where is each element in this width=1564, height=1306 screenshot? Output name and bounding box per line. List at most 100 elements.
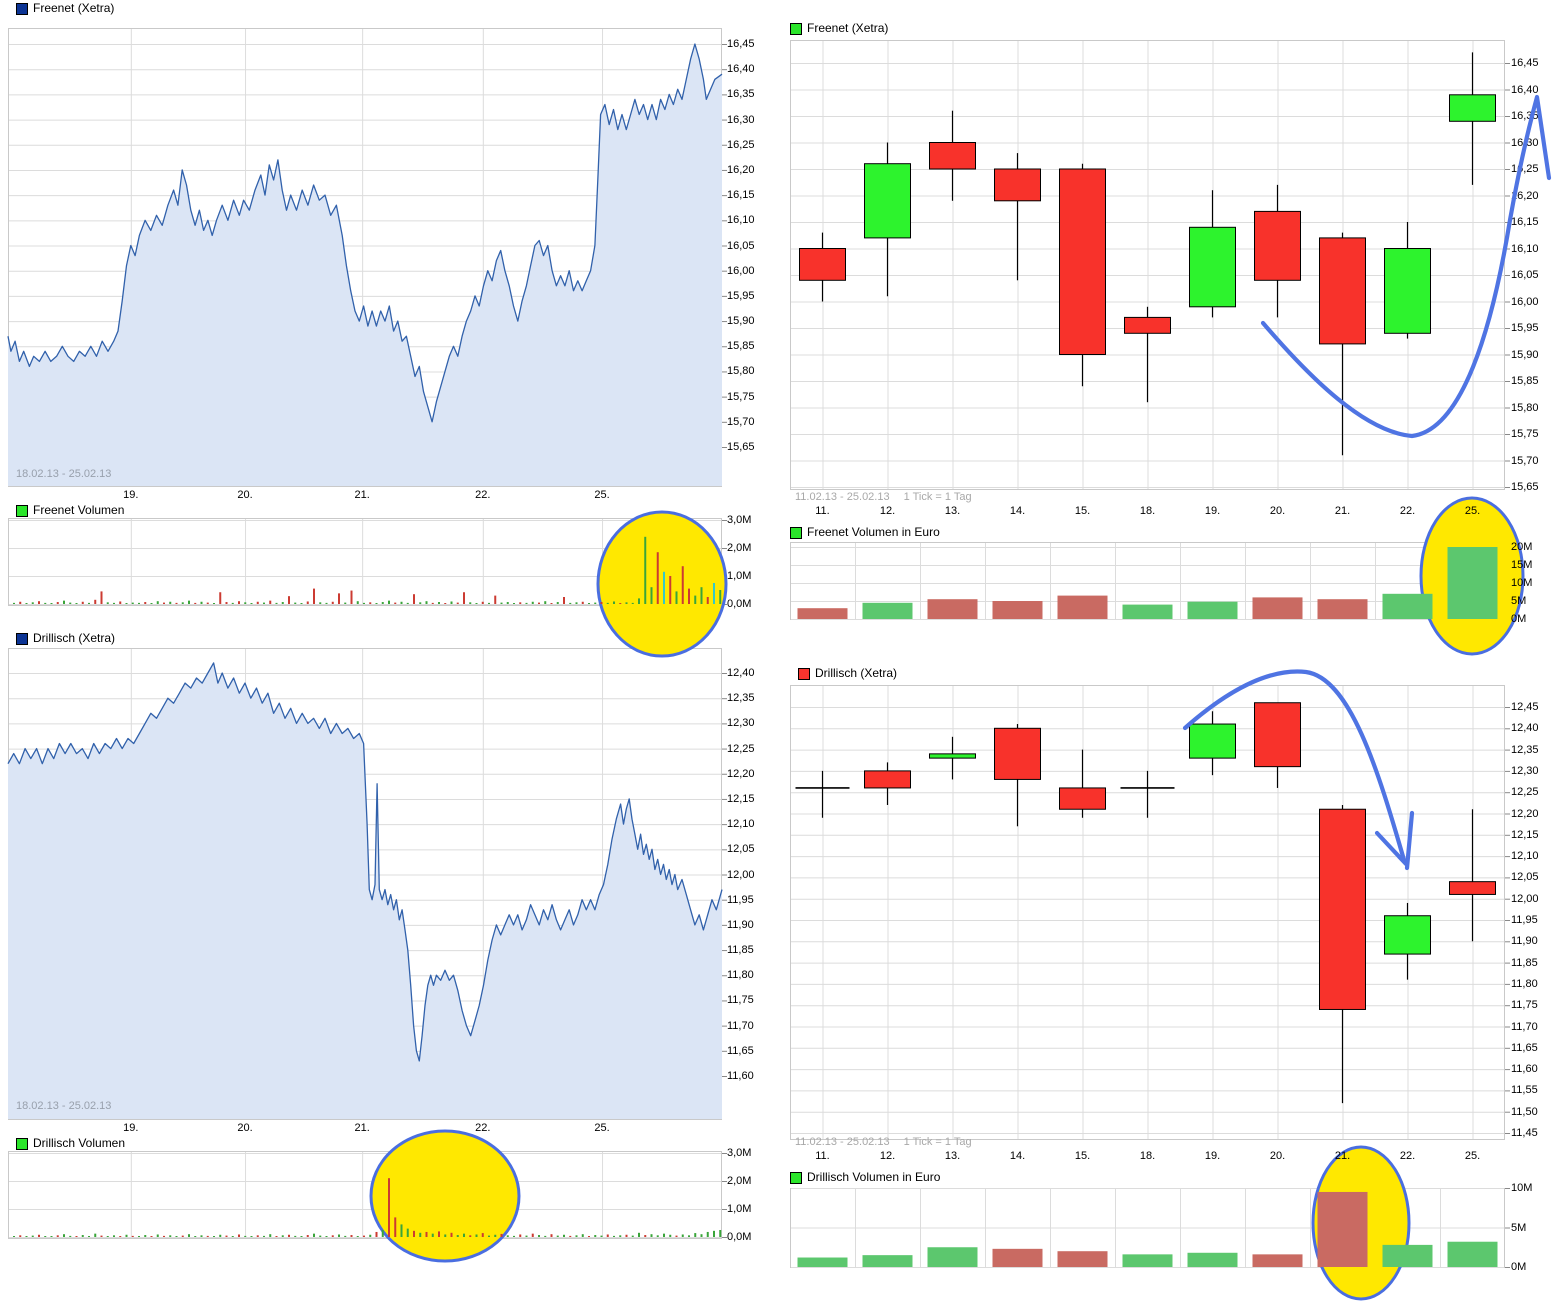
x-tick-label: 25. — [1464, 505, 1481, 517]
y-tick-label: 11,50 — [1511, 1105, 1538, 1118]
x-tick-label: 11. — [815, 505, 830, 517]
x-tick-label: 21. — [354, 489, 370, 501]
legend-label: Freenet Volumen in Euro — [807, 525, 940, 539]
x-tick-label: 14. — [1009, 505, 1026, 517]
drillisch-volume-euro-grid — [790, 1188, 1510, 1268]
x-tick-label: 19. — [1204, 505, 1221, 517]
y-tick-label: 1,0M — [727, 1203, 752, 1215]
legend-swatch — [16, 504, 28, 517]
x-tick-label: 22. — [1399, 1150, 1416, 1162]
y-tick-label: 15,70 — [727, 415, 755, 428]
drillisch-volume-euro-legend: Drillisch Volumen in Euro — [790, 1171, 940, 1184]
y-tick-label: 11,70 — [1511, 1020, 1538, 1033]
x-tick-label: 25. — [1464, 1150, 1481, 1162]
legend-label: Drillisch (Xetra) — [815, 666, 898, 680]
date-range-text: 11.02.13 - 25.02.13 — [795, 491, 890, 503]
drillisch-candle-date-range: 11.02.13 - 25.02.13 1 Tick = 1 Tag — [795, 1136, 972, 1148]
legend-label: Freenet (Xetra) — [807, 21, 889, 35]
x-tick-label: 11. — [815, 1150, 830, 1162]
y-tick-label: 11,45 — [1511, 1127, 1538, 1139]
y-tick-label: 16,25 — [727, 138, 755, 151]
freenet-candle-x-axis: 11. 12. 13. 14. 15. 18. 19. 20. 21. 22. 25. — [790, 505, 1505, 518]
y-tick-label: 12,40 — [1511, 722, 1539, 735]
y-tick-label: 12,25 — [727, 742, 755, 755]
y-tick-label: 12,25 — [1511, 786, 1539, 799]
y-tick-label: 11,95 — [1511, 914, 1538, 926]
y-tick-label: 15,70 — [1511, 454, 1539, 467]
drillisch-volume-euro-y-axis: 10M 5M 0M — [1511, 0, 1564, 1306]
freenet-line-grid — [8, 28, 727, 487]
freenet-volume-euro-bars — [797, 547, 1498, 619]
y-tick-label: 10M — [1511, 1182, 1533, 1194]
y-tick-label: 16,45 — [1511, 57, 1539, 69]
y-tick-label: 15,90 — [727, 315, 755, 328]
y-tick-label: 11,80 — [727, 969, 754, 982]
freenet-volume-grid — [8, 518, 727, 606]
y-tick-label: 11,95 — [727, 893, 754, 906]
y-tick-label: 12,15 — [727, 792, 755, 805]
tick-interval-text: 1 Tick = 1 Tag — [903, 491, 972, 503]
freenet-volume-euro-legend: Freenet Volumen in Euro — [790, 526, 940, 539]
y-tick-label: 12,35 — [1511, 743, 1539, 756]
drillisch-line-y-axis: 12,40 12,35 12,30 12,25 12,20 12,15 12,10 12,05… — [727, 0, 787, 1306]
legend-label: Drillisch Volumen in Euro — [807, 1170, 941, 1184]
x-tick-label: 18. — [1139, 1150, 1156, 1162]
legend-swatch — [790, 22, 802, 35]
y-tick-label: 16,00 — [727, 264, 755, 277]
y-tick-label: 2,0M — [727, 542, 752, 554]
y-tick-label: 12,00 — [727, 868, 755, 881]
y-tick-label: 16,30 — [727, 113, 755, 126]
x-tick-label: 22. — [475, 489, 491, 501]
x-tick-label: 20. — [1269, 1150, 1286, 1162]
y-tick-label: 11,70 — [727, 1019, 754, 1032]
y-tick-label: 16,40 — [727, 63, 755, 76]
legend-swatch — [798, 667, 810, 680]
x-tick-label: 13. — [944, 1150, 961, 1162]
y-tick-label: 3,0M — [727, 514, 752, 526]
legend-label: Drillisch Volumen — [33, 1136, 126, 1150]
legend-label: Freenet (Xetra) — [33, 1, 115, 15]
y-tick-label: 12,05 — [727, 843, 755, 856]
y-tick-label: 12,20 — [1511, 807, 1539, 820]
x-tick-label: 20. — [237, 489, 253, 501]
y-tick-label: 12,10 — [1511, 850, 1539, 863]
freenet-volume-bars — [13, 536, 722, 604]
freenet-line-x-axis: 19. 20. 21. 22. 25. — [8, 489, 722, 502]
freenet-line-legend: Freenet (Xetra) — [16, 2, 114, 15]
drillisch-volume-bars — [13, 1178, 722, 1237]
drillisch-line-legend: Drillisch (Xetra) — [16, 632, 115, 645]
x-tick-label: 21. — [1334, 1150, 1351, 1162]
drillisch-candle-grid — [790, 685, 1510, 1140]
y-tick-label: 11,60 — [727, 1070, 754, 1082]
freenet-candle-grid — [790, 40, 1510, 490]
x-tick-label: 15. — [1074, 1150, 1091, 1162]
y-tick-label: 11,65 — [1511, 1041, 1538, 1054]
y-tick-label: 0,0M — [727, 1231, 752, 1243]
x-tick-label: 25. — [594, 1122, 610, 1134]
y-tick-label: 12,45 — [1511, 701, 1539, 713]
legend-swatch — [790, 526, 802, 539]
freenet-volume-euro-grid — [790, 542, 1510, 620]
drillisch-volume-euro-bars — [797, 1191, 1498, 1267]
y-tick-label: 12,30 — [1511, 764, 1539, 777]
y-tick-label: 12,15 — [1511, 828, 1539, 841]
y-tick-label: 2,0M — [727, 1175, 752, 1187]
y-tick-label: 12,20 — [727, 767, 755, 780]
y-tick-label: 15,80 — [727, 365, 755, 378]
y-tick-label: 15,75 — [727, 390, 755, 403]
y-tick-label: 16,40 — [1511, 83, 1539, 96]
x-tick-label: 19. — [123, 1122, 139, 1134]
y-tick-label: 12,10 — [727, 818, 755, 831]
drillisch-volume-grid — [8, 1151, 727, 1239]
drillisch-line-date-range: 18.02.13 - 25.02.13 — [16, 1100, 112, 1112]
legend-swatch — [790, 1171, 802, 1184]
date-range-text: 11.02.13 - 25.02.13 — [795, 1136, 890, 1148]
y-tick-label: 12,40 — [727, 667, 755, 679]
y-tick-label: 11,75 — [727, 994, 754, 1007]
y-tick-label: 15,95 — [727, 289, 755, 302]
y-tick-label: 16,15 — [727, 189, 755, 202]
freenet-line-series — [7, 43, 723, 486]
y-tick-label: 11,90 — [727, 918, 754, 931]
y-tick-label: 11,85 — [727, 944, 754, 957]
drillisch-volume-y-axis: 3,0M 2,0M 1,0M 0,0M — [727, 0, 787, 1306]
